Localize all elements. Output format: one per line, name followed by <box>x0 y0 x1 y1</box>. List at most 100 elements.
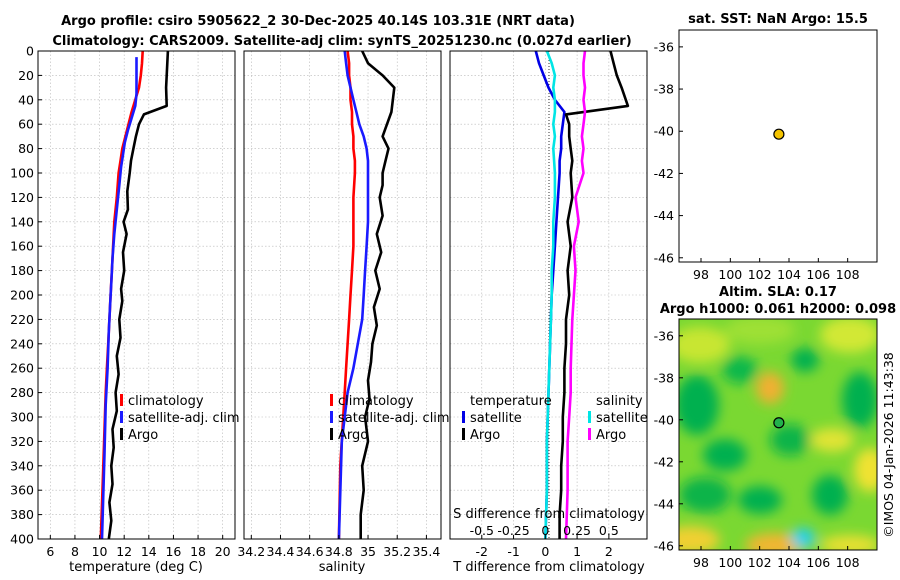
y-tick-label: 280 <box>10 385 34 400</box>
series-line-argo <box>359 50 396 539</box>
map-y-tick-label: -44 <box>654 496 674 511</box>
salinity-panel: 34.2 34.4 34.6 34.8 35 35.2 35.4 salinity clim… <box>237 50 450 575</box>
x-tick-label: 35 <box>360 544 376 559</box>
x-top-tick-label: -0.25 <box>497 523 529 538</box>
legend-argo: Argo <box>128 428 158 443</box>
map-x-tick-label: 104 <box>777 555 801 570</box>
series-line-salinity-argo <box>564 50 587 540</box>
sst-map: sat. SST: NaN Argo: 15.5 98 100 102 104 106 1… <box>654 12 878 282</box>
map-y-tick-label: -36 <box>654 39 674 54</box>
y-tick-label: 80 <box>18 141 34 156</box>
sla-map-title-1: Altim. SLA: 0.17 <box>719 285 837 300</box>
legend-marker-satellite <box>330 411 333 423</box>
y-tick-label: 160 <box>10 239 34 254</box>
map-y-tick-label: -38 <box>654 370 674 385</box>
map-y-tick-label: -46 <box>654 538 674 553</box>
difference-panel: -2 -1 0 1 2 -0.5 -0.25 0 0.25 0.5 T difference f… <box>449 50 648 575</box>
x-tick-label: 10 <box>92 544 108 559</box>
y-tick-label: 180 <box>10 263 34 278</box>
argo-float-marker <box>773 128 785 140</box>
map-y-tick-label: -44 <box>654 208 674 223</box>
temperature-legend: climatology satellite-adj. clim Argo <box>120 394 240 443</box>
x-tick-label: 35.4 <box>412 544 440 559</box>
temperature-xlabel: temperature (deg C) <box>69 560 203 575</box>
y-tick-label: 260 <box>10 361 34 376</box>
difference-xlabel-top: S difference from climatology <box>453 507 645 522</box>
legend-marker-salinity-satellite <box>588 411 591 423</box>
series-line-satellite-adj-clim <box>337 50 370 540</box>
difference-xlabel: T difference from climatology <box>452 560 645 575</box>
legend-temperature-title: temperature <box>470 394 552 409</box>
legend-temperature-argo: Argo <box>470 428 500 443</box>
x-tick-label: 34.4 <box>267 544 295 559</box>
legend-marker-argo <box>330 428 333 440</box>
y-tick-label: 360 <box>10 483 34 498</box>
x-top-tick-label: -0.5 <box>470 523 494 538</box>
map-x-tick-label: 108 <box>836 267 860 282</box>
x-tick-label: 20 <box>215 544 231 559</box>
legend-marker-argo <box>120 428 123 440</box>
sla-heatmap <box>679 319 877 550</box>
y-tick-label: 60 <box>18 117 34 132</box>
x-tick-label: 34.6 <box>296 544 324 559</box>
legend-satellite-clim: satellite-adj. clim <box>128 411 240 426</box>
x-tick-label: -1 <box>507 544 519 559</box>
y-tick-label: 220 <box>10 312 34 327</box>
x-tick-label: 8 <box>71 544 79 559</box>
argo-float-marker <box>773 417 785 429</box>
x-top-tick-label: 0.25 <box>563 523 591 538</box>
legend-salinity-satellite: satellite <box>596 411 648 426</box>
y-tick-label: 240 <box>10 336 34 351</box>
map-x-tick-label: 98 <box>693 267 709 282</box>
legend-marker-climatology <box>120 394 123 406</box>
x-top-tick-label: 0.5 <box>599 523 619 538</box>
map-y-tick-label: -36 <box>654 328 674 343</box>
map-x-tick-label: 100 <box>718 267 742 282</box>
map-y-tick-label: -42 <box>654 454 674 469</box>
map-y-tick-label: -46 <box>654 250 674 265</box>
series-line-salinity-satellite <box>544 50 557 540</box>
map-x-tick-label: 100 <box>718 555 742 570</box>
y-tick-label: 400 <box>10 532 34 547</box>
sla-map-title-2: Argo h1000: 0.061 h2000: 0.098 <box>660 302 896 317</box>
sla-map: Altim. SLA: 0.17 Argo h1000: 0.061 h2000… <box>654 285 897 570</box>
x-tick-label: 14 <box>141 544 157 559</box>
y-tick-label: 100 <box>10 166 34 181</box>
x-tick-label: 2 <box>605 544 613 559</box>
legend-marker-temperature-satellite <box>462 411 465 423</box>
x-tick-label: 16 <box>165 544 181 559</box>
x-tick-label: 34.2 <box>237 544 265 559</box>
legend-marker-temperature-argo <box>462 428 465 440</box>
difference-legend-salinity: salinity satellite Argo <box>588 394 648 443</box>
series-line-climatology <box>337 50 357 540</box>
y-tick-label: 380 <box>10 507 34 522</box>
series-line-argo <box>107 50 170 540</box>
legend-temperature-satellite: satellite <box>470 411 522 426</box>
map-x-tick-label: 104 <box>777 267 801 282</box>
title-line-1: Argo profile: csiro 5905622_2 30-Dec-202… <box>61 14 575 29</box>
legend-argo: Argo <box>338 428 368 443</box>
x-tick-label: 18 <box>190 544 206 559</box>
series-line-satellite-adj-clim <box>100 57 138 540</box>
difference-legend-temperature: temperature satellite Argo <box>462 394 552 443</box>
x-tick-label: 35.2 <box>383 544 411 559</box>
series-line-argo-t <box>558 50 630 539</box>
map-x-tick-label: 108 <box>836 555 860 570</box>
y-tick-label: 120 <box>10 190 34 205</box>
y-tick-label: 140 <box>10 214 34 229</box>
x-tick-label: 34.8 <box>325 544 353 559</box>
map-x-tick-label: 106 <box>806 267 830 282</box>
map-y-tick-label: -38 <box>654 82 674 97</box>
x-top-tick-label: 0 <box>541 523 549 538</box>
x-tick-label: 6 <box>46 544 54 559</box>
legend-marker-satellite <box>120 411 123 423</box>
map-y-tick-label: -40 <box>654 412 674 427</box>
map-x-tick-label: 98 <box>693 555 709 570</box>
y-tick-label: 300 <box>10 410 34 425</box>
salinity-xlabel: salinity <box>319 560 366 575</box>
y-tick-label: 0 <box>26 44 34 59</box>
title-line-2: Climatology: CARS2009. Satellite-adj cli… <box>52 34 631 49</box>
y-tick-label: 40 <box>18 92 34 107</box>
map-y-tick-label: -40 <box>654 124 674 139</box>
y-tick-label: 320 <box>10 434 34 449</box>
